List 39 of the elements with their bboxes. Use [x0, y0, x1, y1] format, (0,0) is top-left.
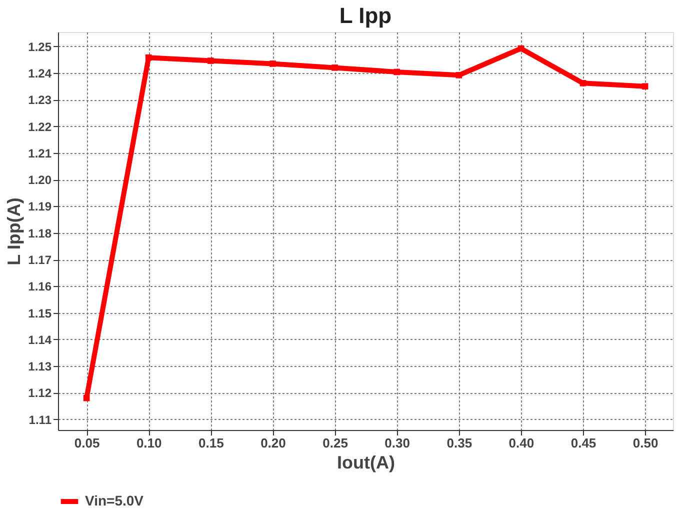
y-tick-label: 1.24 [28, 66, 52, 81]
legend-label: Vin=5.0V [85, 492, 144, 508]
x-tick-label: 0.40 [508, 436, 534, 450]
chart-title: L Ipp [339, 3, 392, 28]
point [270, 60, 276, 67]
point [456, 72, 462, 78]
x-tick-label: 0.15 [198, 436, 224, 450]
x-tick-label: 0.35 [446, 436, 472, 450]
point [642, 83, 648, 90]
point [332, 64, 338, 71]
x-axis-title: Iout(A) [337, 452, 395, 472]
point [208, 58, 214, 64]
y-tick-label: 1.18 [28, 226, 52, 240]
y-tick-label: 1.19 [28, 200, 52, 214]
y-tick-label: 1.11 [28, 412, 52, 427]
y-tick-label: 1.22 [28, 120, 52, 134]
x-tick-label: 0.20 [260, 436, 286, 450]
y-tick-label: 1.17 [28, 253, 52, 268]
x-tick-label: 0.25 [322, 436, 348, 450]
y-tick-label: 1.21 [28, 146, 52, 160]
point [145, 54, 152, 61]
y-tick-label: 1.14 [28, 332, 52, 347]
y-tick-label: 1.13 [28, 360, 52, 374]
y-tick-label: 1.25 [28, 40, 52, 54]
point [83, 394, 90, 402]
x-tick-label: 0.45 [570, 436, 596, 450]
y-tick-label: 1.20 [28, 173, 52, 188]
y-axis-title: L Ipp(A) [4, 198, 24, 266]
point [580, 80, 586, 86]
x-tick-label: 0.50 [632, 436, 658, 450]
y-tick-label: 1.15 [28, 306, 52, 320]
y-tick-label: 1.23 [28, 93, 52, 108]
point [394, 68, 400, 76]
x-tick-label: 0.10 [136, 436, 162, 450]
x-tick-label: 0.05 [74, 436, 100, 450]
y-tick-label: 1.16 [28, 280, 52, 294]
y-tick-label: 1.12 [28, 386, 52, 400]
x-tick-label: 0.30 [384, 436, 410, 450]
point [518, 45, 524, 52]
